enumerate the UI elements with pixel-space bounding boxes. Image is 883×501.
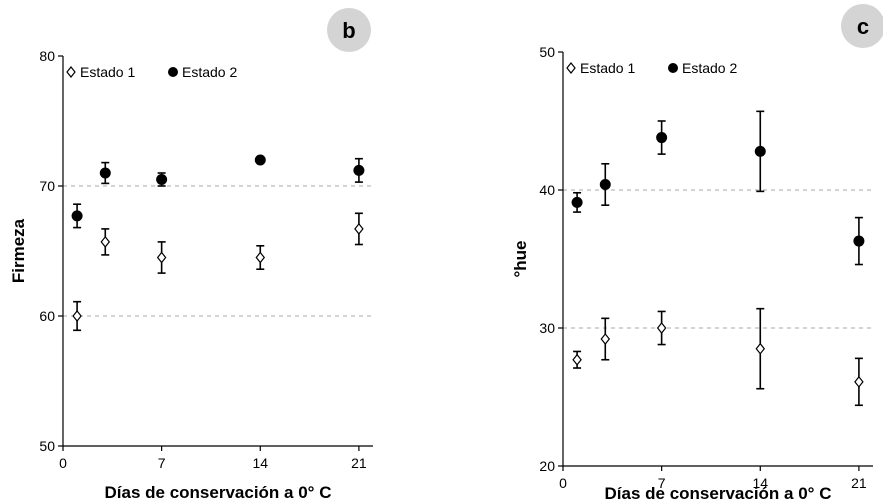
data-point-estado-2 <box>353 164 365 176</box>
x-tick-label: 0 <box>59 455 67 471</box>
data-point-estado-1 <box>600 333 611 346</box>
y-tick-label: 40 <box>539 182 555 198</box>
x-tick-label: 0 <box>559 475 567 491</box>
y-tick-label: 80 <box>39 48 55 64</box>
y-axis-label: Firmeza <box>9 218 28 283</box>
x-tick-label: 21 <box>851 475 867 491</box>
panel-letter: c <box>857 14 869 39</box>
data-point-estado-1 <box>354 222 364 235</box>
data-point-estado-2 <box>853 235 865 247</box>
data-point-estado-1 <box>255 251 266 264</box>
chart-panel-b: b 50 60 70 80 0 7 14 21 Días de conservación a 0°… <box>9 8 373 501</box>
y-tick-label: 70 <box>39 178 55 194</box>
y-tick-label: 20 <box>539 458 555 474</box>
legend-label-estado-1: Estado 1 <box>80 64 135 80</box>
panel-badge <box>841 4 883 48</box>
x-axis-label: Días de conservación a 0° C <box>605 484 832 501</box>
x-tick-label: 21 <box>351 455 367 471</box>
legend-marker-estado-2 <box>668 63 678 73</box>
y-axis-label: °hue <box>511 240 530 277</box>
x-tick-label: 14 <box>752 475 768 491</box>
x-axis-label: Días de conservación a 0° C <box>105 483 332 501</box>
panel-letter: b <box>342 18 355 43</box>
x-tick-label: 14 <box>252 455 268 471</box>
legend-label-estado-1: Estado 1 <box>580 60 635 76</box>
data-point-estado-2 <box>254 154 266 166</box>
panel-badge <box>327 8 371 52</box>
data-point-estado-2 <box>656 132 668 144</box>
data-point-estado-1 <box>100 235 111 248</box>
legend-label-estado-2: Estado 2 <box>182 64 237 80</box>
x-tick-label: 7 <box>658 475 666 491</box>
data-point-estado-2 <box>156 174 168 185</box>
data-point-estado-1 <box>854 375 864 388</box>
y-tick-label: 30 <box>539 320 555 336</box>
x-tick-label: 7 <box>158 455 166 471</box>
data-point-estado-1 <box>755 342 766 355</box>
legend-marker-estado-1 <box>66 66 76 78</box>
y-tick-label: 60 <box>39 308 55 324</box>
data-point-estado-2 <box>599 178 611 190</box>
data-point-estado-2 <box>571 196 583 208</box>
y-tick-label: 50 <box>539 44 555 60</box>
data-point-estado-1 <box>572 353 582 366</box>
y-tick-label: 50 <box>39 438 55 454</box>
legend-marker-estado-2 <box>168 67 178 77</box>
chart-panel-c: c 20 30 40 50 0 7 14 21 Días de conservación a 0°… <box>511 4 883 501</box>
data-point-estado-2 <box>71 210 83 222</box>
data-point-estado-1 <box>156 251 167 264</box>
data-point-estado-1 <box>656 322 667 334</box>
legend-label-estado-2: Estado 2 <box>682 60 737 76</box>
data-point-estado-2 <box>99 167 111 179</box>
data-point-estado-1 <box>72 310 82 322</box>
data-point-estado-2 <box>754 145 766 157</box>
legend-marker-estado-1 <box>566 62 576 74</box>
